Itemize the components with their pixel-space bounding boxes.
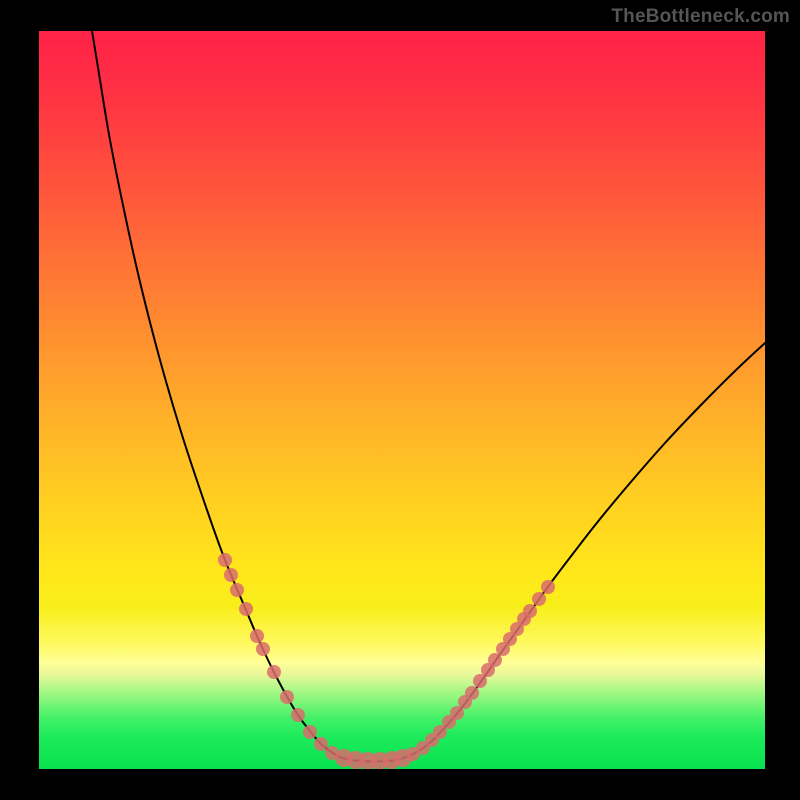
marker-dot — [280, 690, 294, 704]
marker-dot — [291, 708, 305, 722]
bottleneck-chart — [0, 0, 800, 800]
marker-dot — [224, 568, 238, 582]
marker-dot — [250, 629, 264, 643]
marker-dot — [303, 725, 317, 739]
marker-dot — [218, 553, 232, 567]
marker-dot — [523, 604, 537, 618]
marker-dot — [314, 737, 328, 751]
marker-dot — [256, 642, 270, 656]
marker-dot — [267, 665, 281, 679]
marker-dot — [532, 592, 546, 606]
marker-dot — [230, 583, 244, 597]
marker-dot — [541, 580, 555, 594]
attribution-text: TheBottleneck.com — [611, 6, 790, 28]
gradient-background — [39, 31, 765, 769]
marker-dot — [465, 686, 479, 700]
marker-dot — [239, 602, 253, 616]
